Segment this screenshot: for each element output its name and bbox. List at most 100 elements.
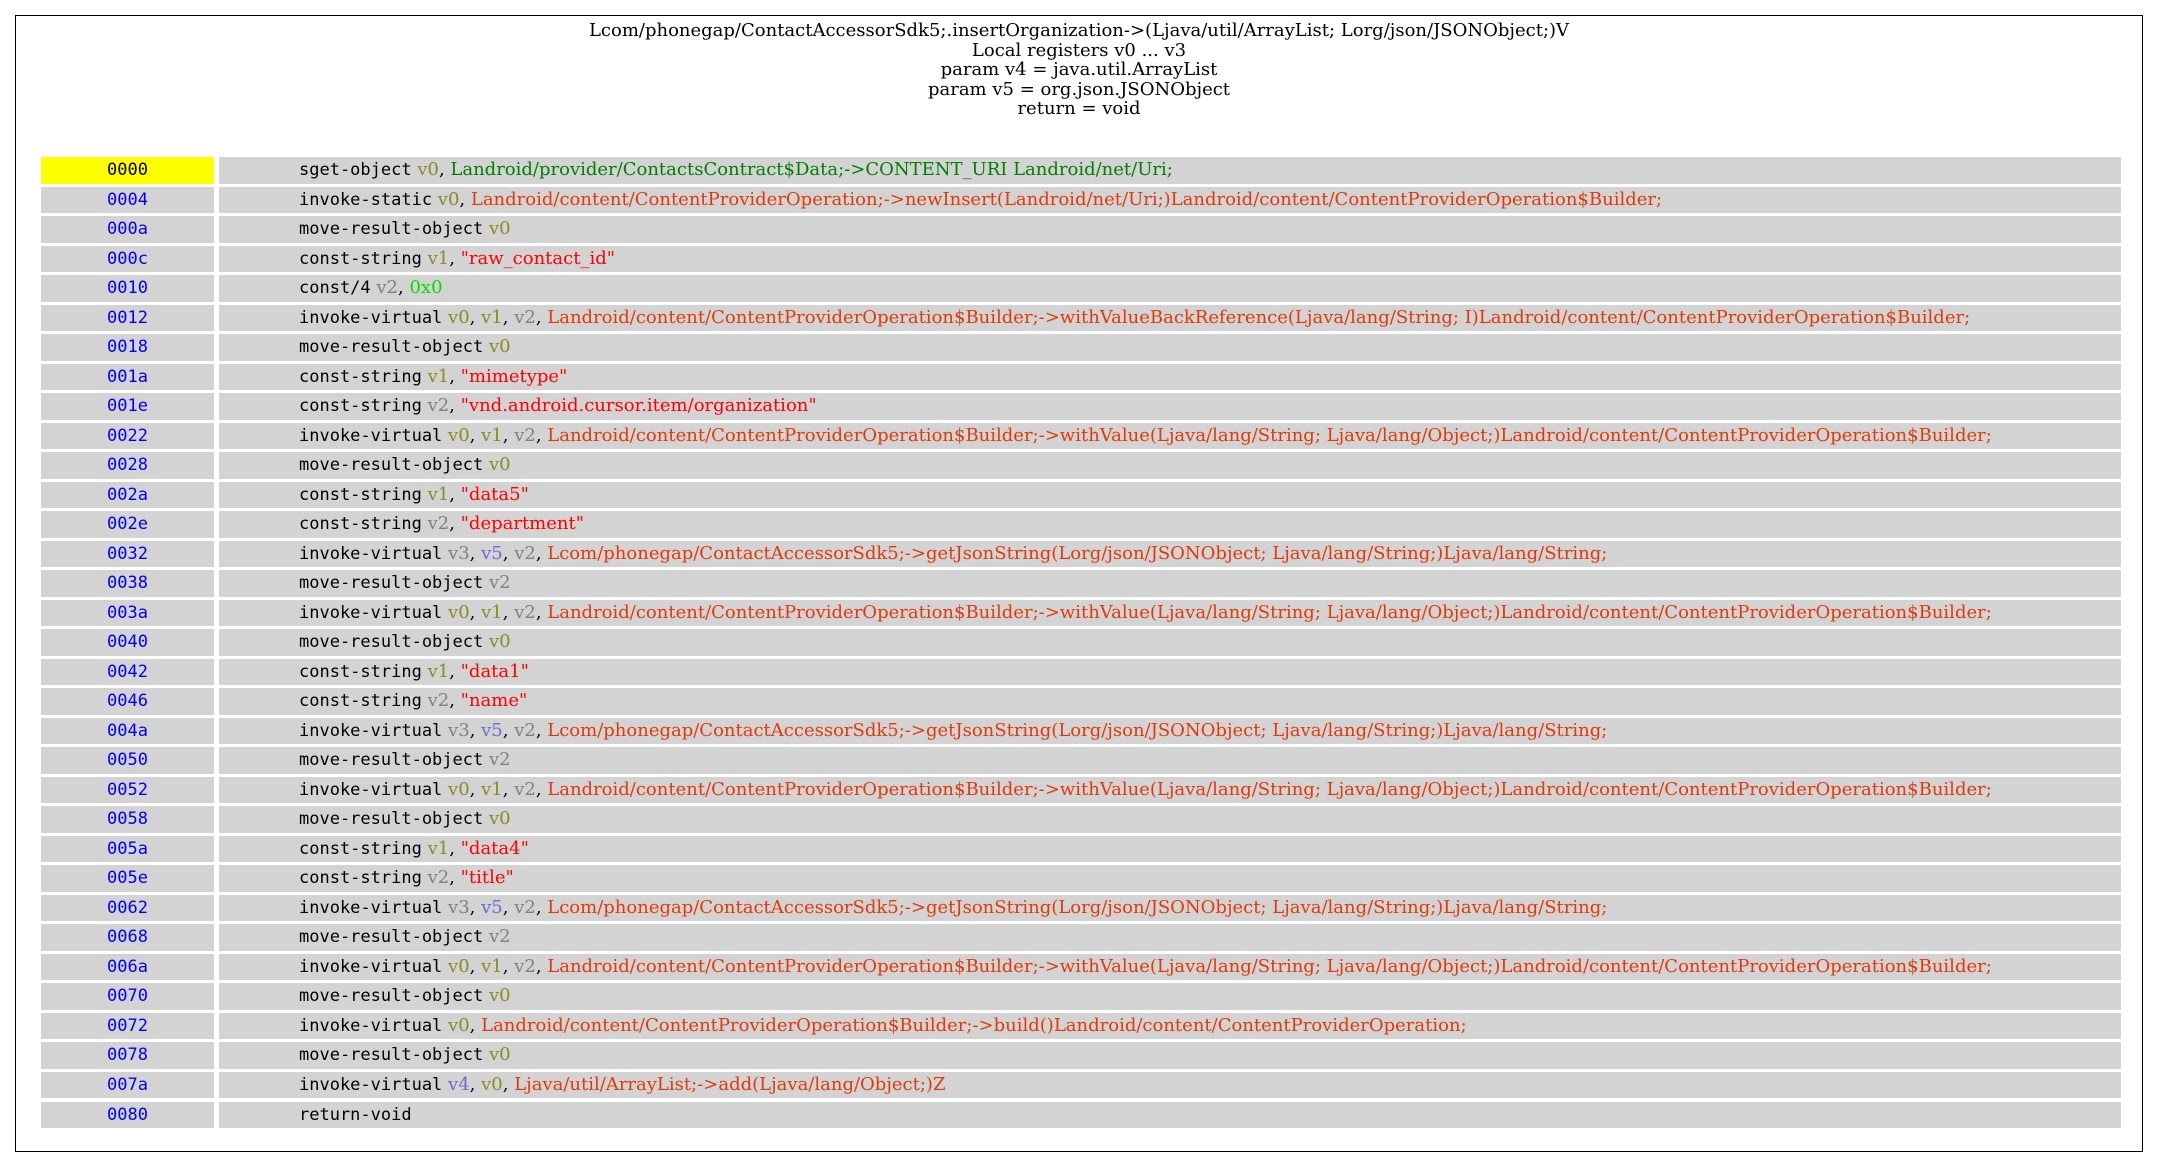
register-operand: v0	[481, 1073, 503, 1095]
instruction-text: move-result-object v0	[219, 983, 2121, 1010]
instruction-row: 0068 move-result-object v2	[41, 924, 2121, 951]
opcode: move-result-object	[299, 219, 484, 240]
instruction-text: const-string v2, "vnd.android.cursor.ite…	[219, 393, 2121, 420]
instruction-row: 0010 const/4 v2, 0x0	[41, 275, 2121, 302]
instruction-address: 0040	[41, 629, 214, 656]
argument-separator: ,	[469, 306, 482, 328]
register-operand: v0	[448, 955, 470, 977]
opcode: sget-object	[299, 160, 412, 180]
argument-separator: ,	[449, 395, 461, 417]
instruction-address: 001e	[41, 393, 214, 420]
instruction-text: invoke-virtual v0, v1, v2, Landroid/cont…	[219, 776, 2121, 804]
argument-separator: ,	[449, 513, 461, 535]
opcode: move-result-object	[299, 573, 484, 594]
opcode: const-string	[299, 484, 422, 505]
opcode: move-result-object	[299, 809, 484, 830]
instruction-address: 0004	[41, 186, 214, 214]
opcode: invoke-virtual	[299, 425, 443, 446]
register-operand: v0	[488, 218, 511, 240]
instruction-row: 0062 invoke-virtual v3, v5, v2, Lcom/phon…	[41, 894, 2121, 922]
instruction-address: 001a	[41, 363, 214, 391]
register-operand: v0	[488, 454, 511, 476]
opcode: invoke-static	[299, 189, 433, 210]
instruction-row: 0012 invoke-virtual v0, v1, v2, Landroid/…	[41, 304, 2121, 332]
argument-separator: ,	[502, 306, 515, 328]
register-operand: v0	[488, 808, 511, 830]
instruction-address: 0038	[41, 570, 214, 597]
argument-separator: ,	[469, 778, 482, 800]
method-reference: Landroid/content/ContentProviderOperatio…	[547, 424, 1992, 446]
argument-separator: ,	[469, 542, 482, 564]
method-reference: Landroid/content/ContentProviderOperatio…	[481, 1014, 1467, 1036]
instruction-text: invoke-virtual v0, v1, v2, Landroid/cont…	[219, 304, 2121, 332]
argument-separator: ,	[449, 867, 461, 889]
argument-separator: ,	[449, 483, 461, 505]
instruction-text: invoke-static v0, Landroid/content/Conte…	[219, 186, 2121, 214]
register-operand: v2	[427, 395, 450, 417]
register-operand: v0	[488, 336, 511, 358]
instruction-row: 0004 invoke-static v0, Landroid/content/C…	[41, 186, 2121, 214]
register-operand: v1	[427, 483, 450, 505]
instruction-row: 0050 move-result-object v2	[41, 747, 2121, 774]
instruction-row: 007a invoke-virtual v4, v0, Ljava/util/Ar…	[41, 1071, 2121, 1099]
instruction-text: invoke-virtual v4, v0, Ljava/util/ArrayL…	[219, 1071, 2121, 1099]
instruction-text: move-result-object v0	[219, 216, 2121, 243]
instruction-row: 0078 move-result-object v0	[41, 1042, 2121, 1069]
register-operand: v0	[437, 188, 460, 210]
register-operand: v2	[427, 690, 450, 712]
instruction-address: 0046	[41, 688, 214, 715]
string-literal: "department"	[460, 513, 585, 535]
instruction-list: 0000 sget-object v0, Landroid/provider/Co…	[41, 157, 2121, 1131]
string-literal: "raw_contact_id"	[460, 247, 616, 269]
instruction-text: move-result-object v0	[219, 1042, 2121, 1069]
register-operand: v0	[488, 1044, 511, 1066]
opcode: invoke-virtual	[299, 720, 443, 741]
string-literal: "data1"	[460, 660, 529, 682]
register-operand: v2	[376, 277, 399, 299]
instruction-text: move-result-object v0	[219, 806, 2121, 833]
instruction-address: 005a	[41, 835, 214, 863]
instruction-row: 0058 move-result-object v0	[41, 806, 2121, 833]
method-reference: Lcom/phonegap/ContactAccessorSdk5;->getJ…	[547, 542, 1608, 564]
argument-separator: ,	[535, 955, 548, 977]
opcode: move-result-object	[299, 927, 484, 948]
param-v5-line: param v5 = org.json.JSONObject	[927, 78, 1231, 100]
opcode: invoke-virtual	[299, 779, 443, 800]
instruction-row: 000a move-result-object v0	[41, 216, 2121, 243]
argument-separator: ,	[449, 365, 461, 387]
instruction-row: 0038 move-result-object v2	[41, 570, 2121, 597]
opcode: const-string	[299, 691, 422, 712]
opcode: move-result-object	[299, 337, 484, 358]
opcode: const-string	[299, 514, 422, 535]
string-literal: "data4"	[460, 837, 529, 859]
register-operand: v1	[481, 424, 503, 446]
instruction-row: 002a const-string v1, "data5"	[41, 481, 2121, 509]
argument-separator: ,	[535, 601, 548, 623]
instruction-address: 000c	[41, 245, 214, 273]
argument-separator: ,	[535, 542, 548, 564]
argument-separator: ,	[535, 424, 548, 446]
instruction-address: 0000	[41, 157, 214, 184]
register-operand: v0	[448, 424, 470, 446]
instruction-row: 0052 invoke-virtual v0, v1, v2, Landroid/…	[41, 776, 2121, 804]
instruction-address: 0070	[41, 983, 214, 1010]
argument-separator: ,	[469, 601, 482, 623]
instruction-text: const-string v2, "name"	[219, 688, 2121, 715]
opcode: invoke-virtual	[299, 897, 443, 918]
register-operand: v3	[448, 896, 470, 918]
instruction-address: 0018	[41, 334, 214, 361]
method-reference: Landroid/content/ContentProviderOperatio…	[470, 188, 1663, 210]
instruction-text: move-result-object v0	[219, 334, 2121, 361]
register-operand: v5	[481, 542, 503, 564]
instruction-row: 0032 invoke-virtual v3, v5, v2, Lcom/phon…	[41, 540, 2121, 568]
method-reference: Lcom/phonegap/ContactAccessorSdk5;->getJ…	[547, 896, 1608, 918]
register-operand: v5	[481, 896, 503, 918]
argument-separator: ,	[449, 690, 461, 712]
register-operand: v1	[427, 660, 450, 682]
instruction-row: 0070 move-result-object v0	[41, 983, 2121, 1010]
instruction-row: 0018 move-result-object v0	[41, 334, 2121, 361]
opcode: const-string	[299, 838, 422, 859]
method-reference: Lcom/phonegap/ContactAccessorSdk5;->getJ…	[547, 719, 1608, 741]
opcode: const-string	[299, 661, 422, 682]
field-reference: Landroid/provider/ContactsContract$Data;…	[450, 159, 1173, 180]
